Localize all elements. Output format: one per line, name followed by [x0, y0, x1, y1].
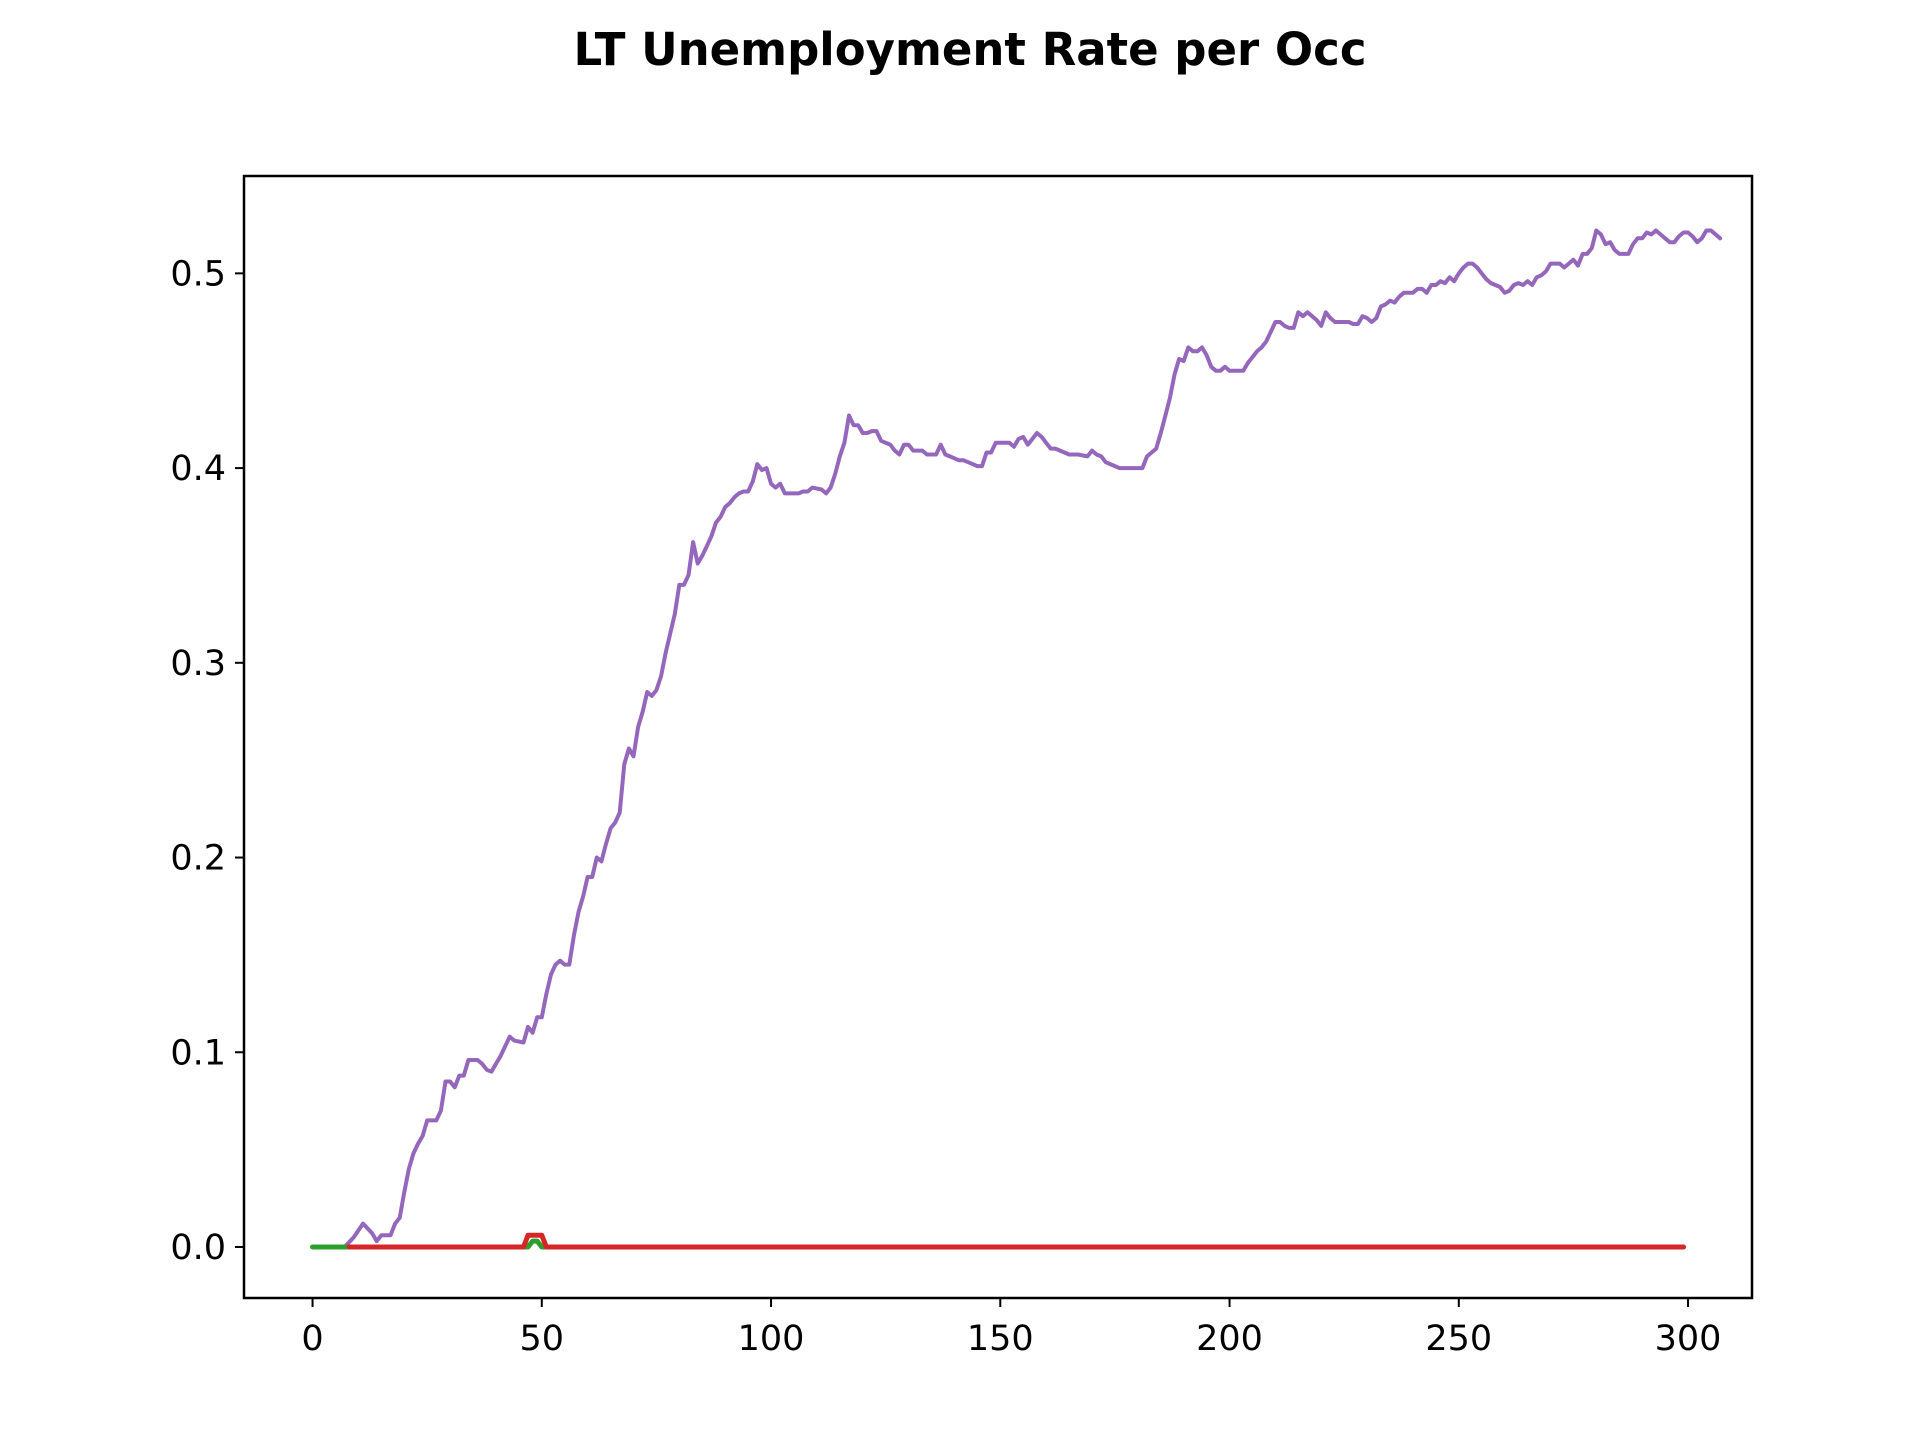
- y-tick-label: 0.4: [170, 449, 226, 489]
- y-tick-label: 0.0: [170, 1228, 226, 1268]
- y-tick-label: 0.2: [170, 839, 226, 879]
- x-tick-label: 100: [738, 1319, 805, 1359]
- series-group: [310, 228, 1723, 1250]
- series-line-2: [346, 1232, 1686, 1250]
- chart-title: LT Unemployment Rate per Occ: [574, 23, 1367, 76]
- series-line-0: [310, 228, 1723, 1249]
- y-tick-label: 0.5: [170, 254, 226, 294]
- y-axis: 0.0 0.1 0.2 0.3 0.4 0.5: [170, 254, 244, 1268]
- x-tick-label: 50: [520, 1319, 565, 1359]
- x-tick-label: 0: [301, 1319, 323, 1359]
- y-tick-label: 0.3: [170, 644, 226, 684]
- x-tick-label: 250: [1425, 1319, 1492, 1359]
- x-axis: 0 50 100 150 200 250 300: [301, 1298, 1721, 1359]
- x-tick-label: 300: [1655, 1319, 1722, 1359]
- x-tick-label: 150: [967, 1319, 1034, 1359]
- plot-frame: [242, 174, 1754, 1300]
- x-tick-label: 200: [1196, 1319, 1263, 1359]
- y-tick-label: 0.1: [170, 1033, 226, 1073]
